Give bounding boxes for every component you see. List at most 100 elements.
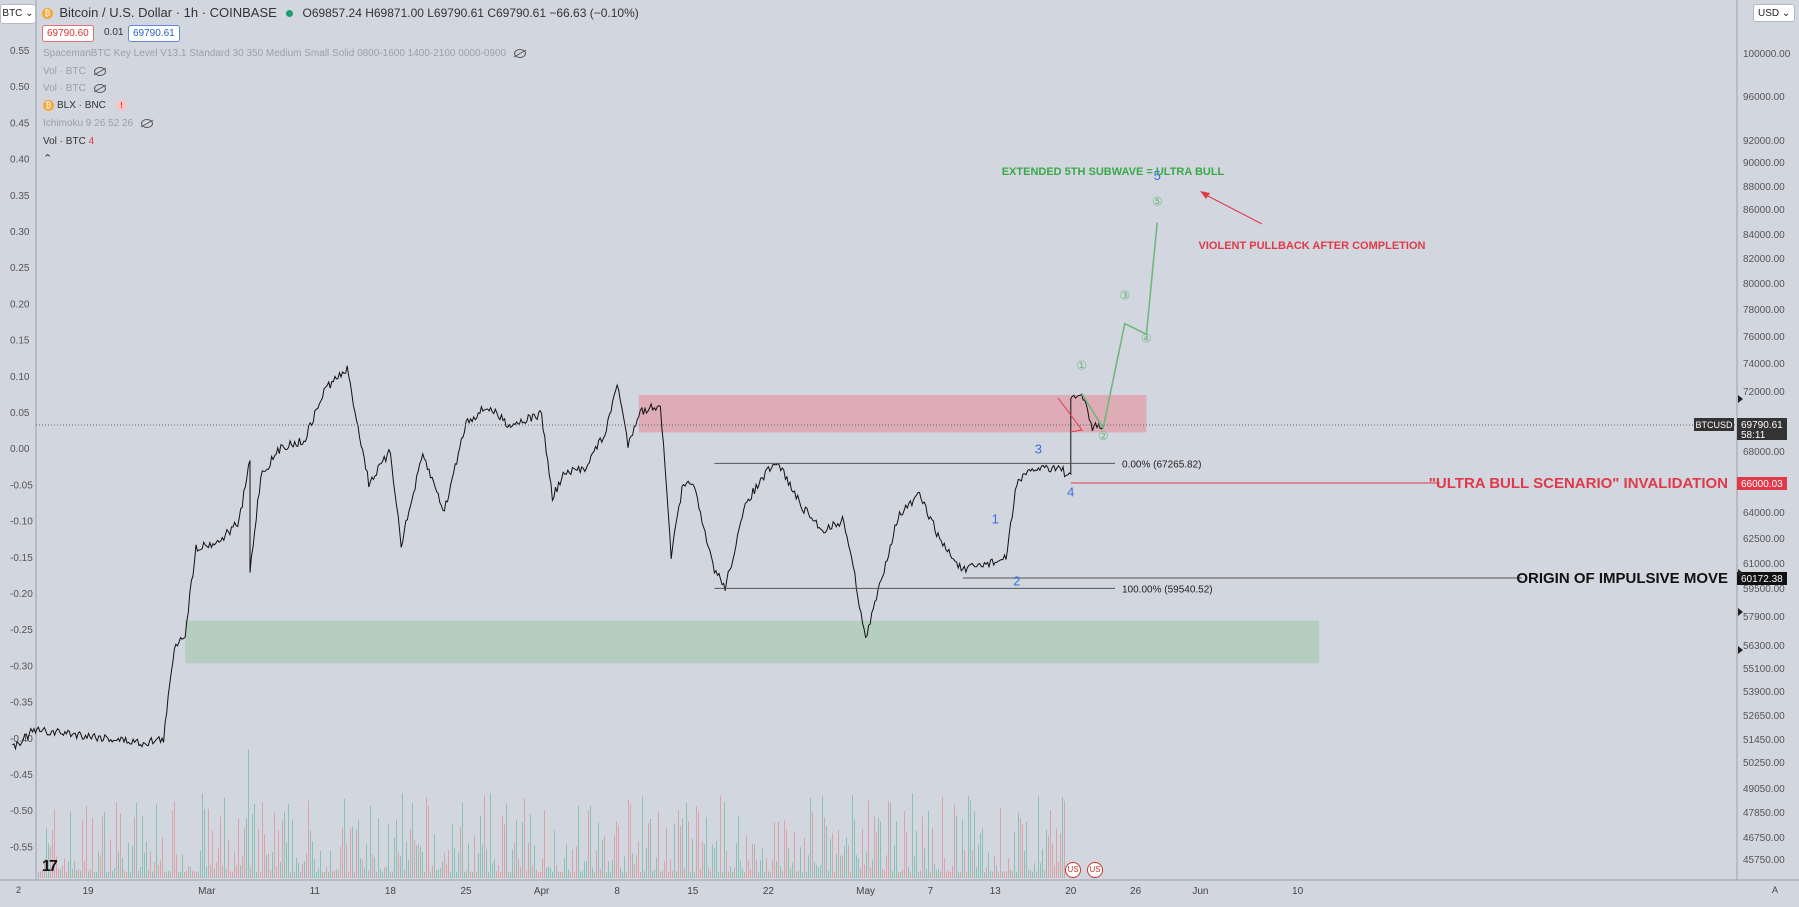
volume-bar bbox=[704, 844, 705, 878]
indicator-key-level[interactable]: SpacemanBTC Key Level V13.1 Standard 30 … bbox=[43, 48, 527, 59]
volume-bar bbox=[388, 824, 389, 878]
volume-bar bbox=[1002, 871, 1003, 878]
volume-bar bbox=[1038, 796, 1039, 878]
volume-bar bbox=[862, 828, 863, 878]
hidden-eye-icon[interactable] bbox=[514, 48, 527, 58]
volume-bar bbox=[400, 856, 401, 878]
volume-bar bbox=[164, 871, 165, 878]
axis-marker-icon bbox=[1738, 569, 1743, 577]
timezone-corner[interactable]: 2 bbox=[16, 885, 22, 895]
volume-bar bbox=[814, 862, 815, 878]
hidden-eye-icon[interactable] bbox=[93, 83, 106, 93]
price-tick-label: 52650.00 bbox=[1743, 711, 1785, 722]
indicator-ichimoku[interactable]: Ichimoku 9 26 52 26 bbox=[43, 118, 154, 129]
volume-bar bbox=[158, 864, 159, 878]
volume-bar bbox=[1012, 871, 1013, 878]
volume-bar bbox=[696, 806, 697, 878]
volume-bar bbox=[92, 817, 93, 878]
x-tick-label: Jun bbox=[1192, 886, 1208, 897]
indicator-vol-2[interactable]: Vol · BTC bbox=[43, 83, 106, 94]
volume-bar bbox=[642, 796, 643, 878]
volume-bar bbox=[782, 871, 783, 878]
volume-bar bbox=[260, 871, 261, 878]
volume-bar bbox=[1022, 824, 1023, 878]
price-tick-label: 96000.00 bbox=[1743, 92, 1785, 103]
volume-bar bbox=[232, 871, 233, 878]
volume-bar bbox=[776, 861, 777, 878]
volume-bar bbox=[610, 871, 611, 878]
volume-bar bbox=[980, 833, 981, 878]
volume-bar bbox=[932, 827, 933, 878]
volume-bar bbox=[98, 851, 99, 878]
bid-price[interactable]: 69790.60 bbox=[42, 25, 94, 42]
volume-bar bbox=[212, 830, 213, 878]
volume-bar bbox=[326, 866, 327, 878]
subwave-label: ① bbox=[1076, 359, 1087, 373]
volume-bar bbox=[690, 871, 691, 878]
event-flag-icon[interactable]: US bbox=[1065, 862, 1081, 878]
volume-bar bbox=[482, 844, 483, 878]
x-tick-label: 18 bbox=[385, 886, 397, 897]
volume-bar bbox=[228, 839, 229, 878]
pullback-arrow-head bbox=[1200, 191, 1210, 199]
left-tick-label: 0.20 bbox=[10, 299, 30, 310]
volume-bar bbox=[768, 871, 769, 878]
symbol-selector[interactable]: BTC ⌄ bbox=[0, 4, 36, 24]
volume-bar bbox=[668, 871, 669, 878]
hidden-eye-icon[interactable] bbox=[93, 66, 106, 76]
volume-bar bbox=[462, 802, 463, 878]
price-tick-label: 49050.00 bbox=[1743, 784, 1785, 795]
volume-bar bbox=[518, 858, 519, 878]
volume-bar bbox=[284, 812, 285, 878]
volume-bar bbox=[1060, 833, 1061, 878]
indicator-vol-3[interactable]: Vol · BTC 4 bbox=[43, 136, 95, 147]
volume-bar bbox=[358, 820, 359, 878]
wave-label: 5 bbox=[1154, 168, 1161, 183]
auto-scale-button[interactable]: A bbox=[1772, 885, 1779, 895]
volume-bar bbox=[230, 871, 231, 878]
volume-bar bbox=[756, 859, 757, 878]
volume-bar bbox=[872, 859, 873, 878]
volume-bar bbox=[978, 844, 979, 878]
volume-bar bbox=[348, 871, 349, 878]
volume-bar bbox=[804, 837, 805, 878]
volume-bar bbox=[784, 820, 785, 878]
volume-bar bbox=[304, 861, 305, 878]
volume-bar bbox=[616, 821, 617, 878]
volume-bar bbox=[770, 871, 771, 878]
left-tick-label: -0.55 bbox=[10, 842, 33, 853]
warning-icon[interactable]: ! bbox=[115, 100, 127, 112]
countdown-value: 58:11 bbox=[1741, 430, 1766, 441]
volume-bar bbox=[80, 870, 81, 878]
currency-selector[interactable]: USD ⌄ bbox=[1753, 4, 1795, 22]
volume-bar bbox=[834, 871, 835, 878]
collapse-indicators-icon[interactable]: ⌃ bbox=[43, 153, 53, 165]
chart-header: ₿ Bitcoin / U.S. Dollar · 1h · COINBASE … bbox=[42, 5, 639, 20]
price-tick-label: 56300.00 bbox=[1743, 641, 1785, 652]
volume-bar bbox=[880, 821, 881, 878]
volume-bar bbox=[904, 811, 905, 878]
event-flag-icon[interactable]: US bbox=[1087, 862, 1103, 878]
hidden-eye-icon[interactable] bbox=[141, 118, 154, 128]
volume-bar bbox=[170, 871, 171, 878]
volume-bar bbox=[638, 841, 639, 878]
volume-bar bbox=[1052, 843, 1053, 878]
left-tick-label: -0.15 bbox=[10, 553, 33, 564]
left-tick-label: 0.30 bbox=[10, 227, 30, 238]
left-tick-label: 0.45 bbox=[10, 118, 30, 129]
ask-price[interactable]: 69790.61 bbox=[128, 25, 180, 42]
volume-bar bbox=[406, 841, 407, 878]
indicator-blx[interactable]: ₿ BLX · BNC! bbox=[43, 100, 127, 112]
volume-bar bbox=[226, 868, 227, 878]
indicator-vol-1[interactable]: Vol · BTC bbox=[43, 66, 106, 77]
volume-bar bbox=[236, 865, 237, 878]
volume-bar bbox=[540, 871, 541, 878]
price-tick-label: 90000.00 bbox=[1743, 158, 1785, 169]
support-zone bbox=[185, 620, 1320, 664]
symbol-title[interactable]: Bitcoin / U.S. Dollar · 1h · COINBASE bbox=[59, 5, 277, 20]
volume-bar bbox=[658, 811, 659, 878]
volume-bar bbox=[630, 804, 631, 878]
